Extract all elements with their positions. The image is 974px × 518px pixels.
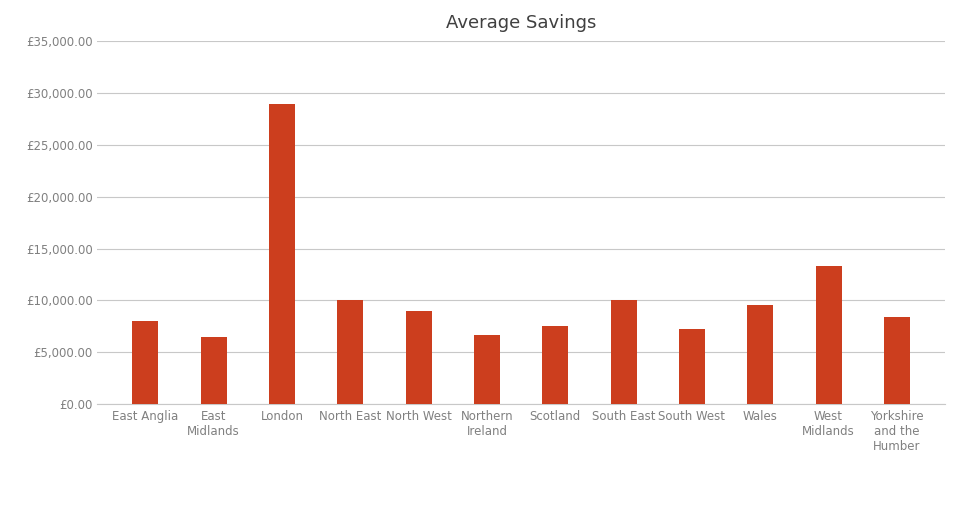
- Title: Average Savings: Average Savings: [446, 13, 596, 32]
- Bar: [611, 300, 637, 404]
- Bar: [543, 326, 568, 404]
- Bar: [201, 337, 227, 404]
- Bar: [132, 321, 158, 404]
- Bar: [679, 329, 705, 404]
- Bar: [884, 317, 910, 404]
- Bar: [474, 335, 500, 404]
- Bar: [747, 305, 773, 404]
- Bar: [815, 266, 842, 404]
- Bar: [405, 311, 431, 404]
- Bar: [337, 300, 363, 404]
- Bar: [269, 104, 295, 404]
